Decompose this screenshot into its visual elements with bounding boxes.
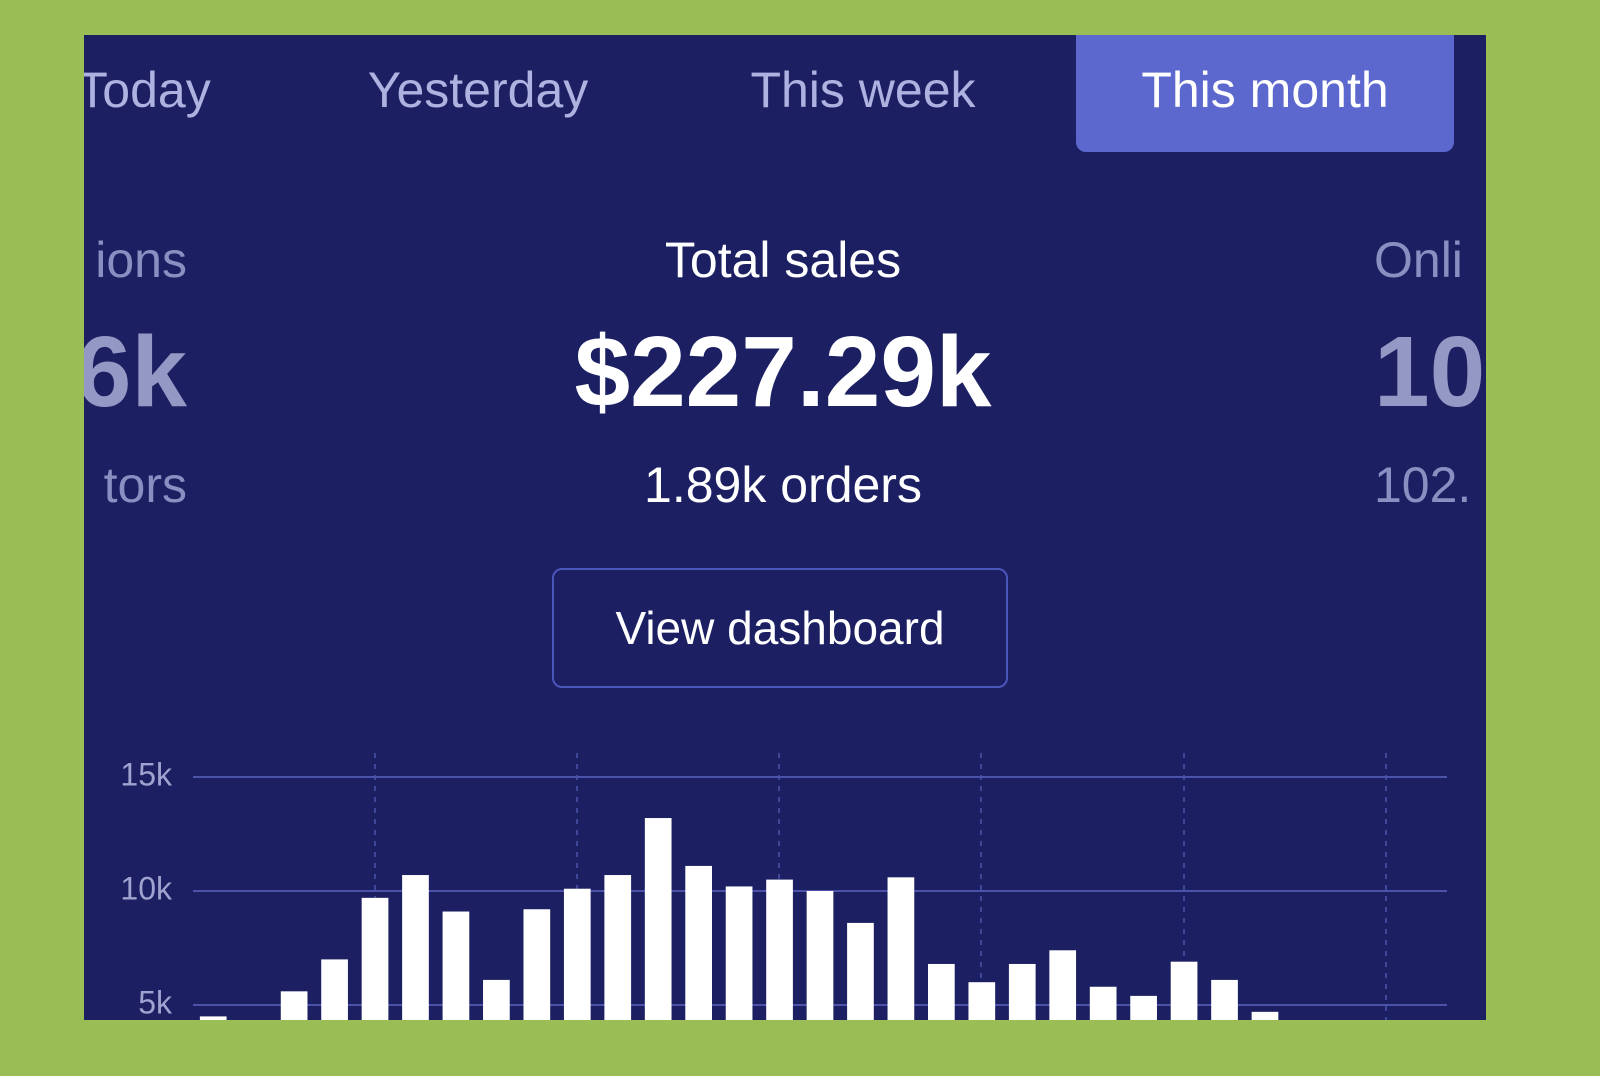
bar — [928, 963, 955, 1020]
tab[interactable]: Today — [84, 62, 211, 118]
app-panel: Today Yesterday This week This month ion… — [84, 35, 1486, 1020]
bar — [523, 909, 551, 1020]
bar — [1211, 979, 1238, 1020]
tab[interactable]: This week — [750, 62, 976, 118]
stat-label: Total sales — [664, 232, 902, 288]
bar — [604, 875, 632, 1020]
bar — [199, 1016, 227, 1020]
stat-sub: tors — [103, 457, 187, 513]
bar — [1251, 1011, 1279, 1020]
bar — [1130, 995, 1157, 1020]
bar — [402, 875, 429, 1020]
bar — [725, 886, 753, 1020]
selected-tab-background — [1076, 35, 1454, 152]
bar — [806, 891, 834, 1020]
stat-value: 6k — [84, 316, 187, 428]
bar — [280, 991, 308, 1020]
view-dashboard-button[interactable]: View dashboard — [552, 568, 1008, 688]
stat-sub: 102. — [1374, 457, 1472, 513]
bar — [1089, 986, 1117, 1020]
stat-sub: 1.89k orders — [644, 457, 922, 513]
bar — [685, 865, 712, 1020]
bar — [887, 877, 915, 1020]
bar — [847, 922, 874, 1020]
bar — [321, 959, 348, 1020]
bar — [563, 888, 591, 1020]
stat-value: $227.29k — [574, 316, 992, 428]
bar — [1008, 963, 1036, 1020]
bar — [1170, 961, 1198, 1020]
bar — [766, 879, 793, 1020]
bar — [361, 897, 389, 1020]
stat-label: ions — [95, 232, 187, 288]
bar — [968, 982, 996, 1020]
bar — [644, 818, 672, 1020]
bar — [1049, 950, 1077, 1020]
tab[interactable]: Yesterday — [367, 62, 589, 118]
bar — [442, 911, 470, 1020]
tab[interactable]: This month — [1141, 62, 1389, 118]
bar — [483, 979, 510, 1020]
y-tick-label: 10k — [120, 870, 173, 906]
stat-label: Onli — [1374, 232, 1463, 288]
y-tick-label: 5k — [138, 984, 173, 1020]
sales-chart: 15k 10k 5k — [120, 753, 1447, 1020]
stat-value: 10 — [1374, 316, 1486, 428]
y-tick-label: 15k — [120, 756, 173, 792]
